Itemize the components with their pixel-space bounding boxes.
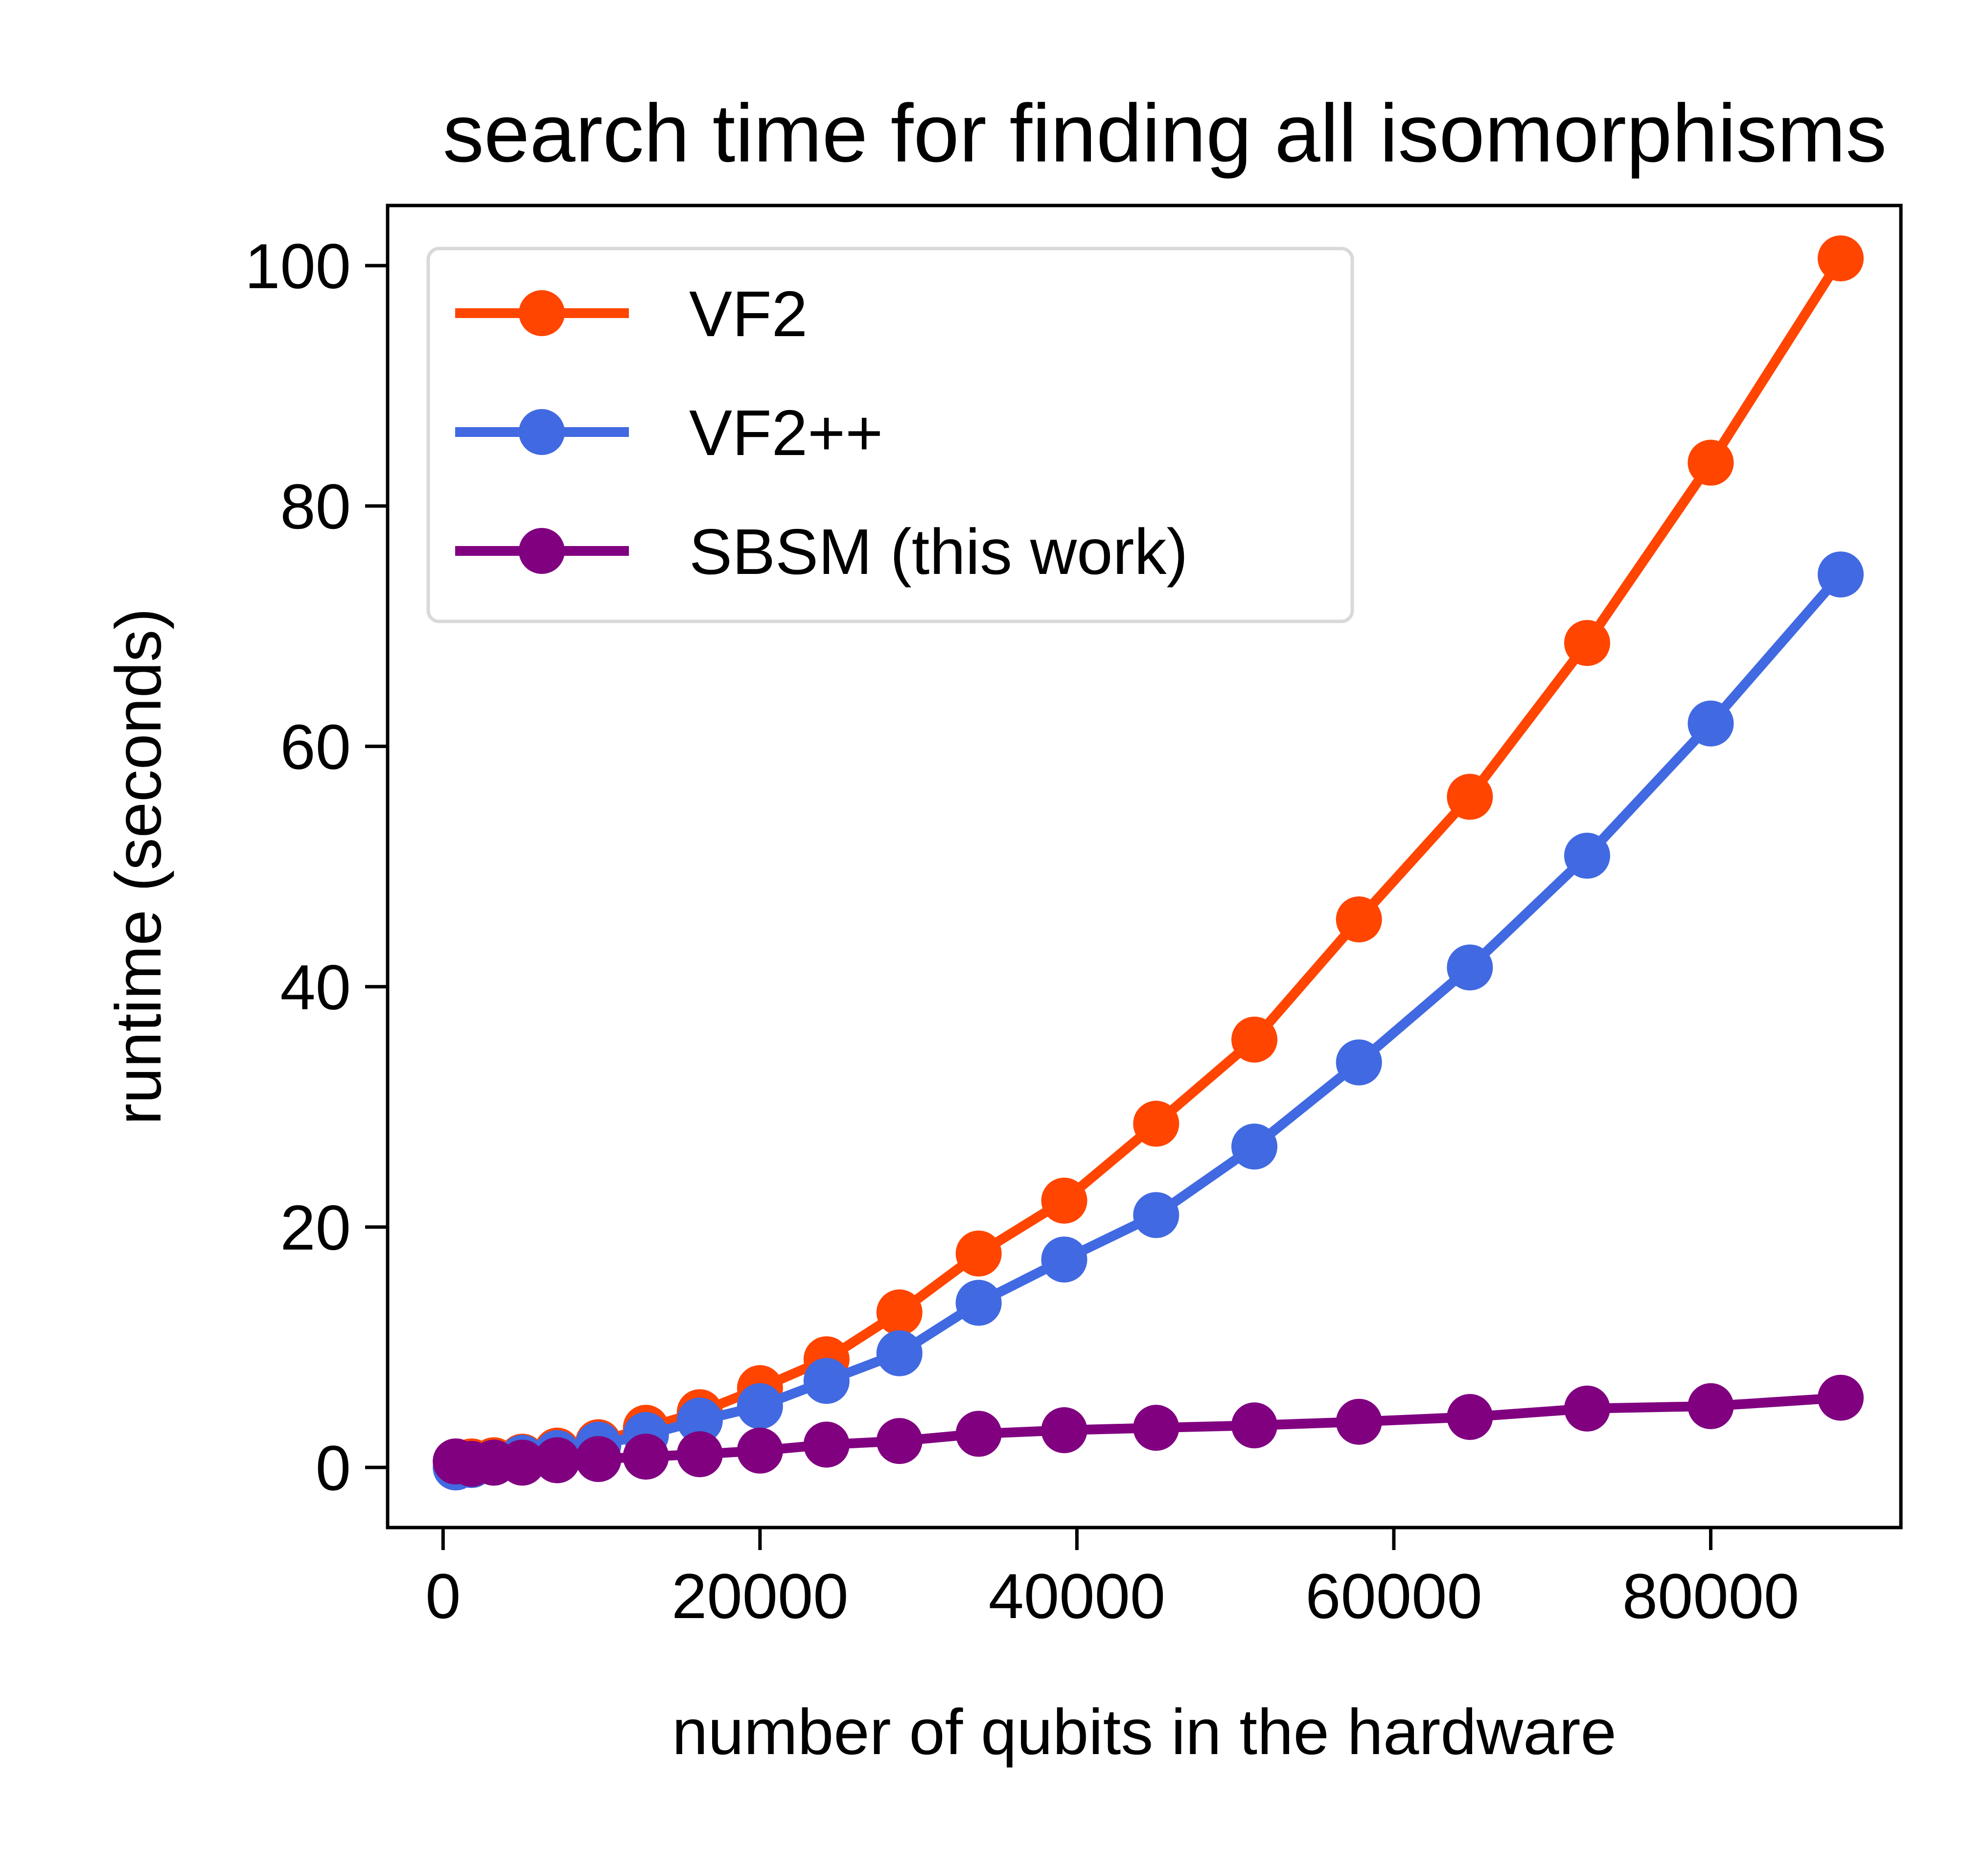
series-layer <box>433 235 1864 1491</box>
data-point <box>1336 896 1382 943</box>
data-point <box>1133 1100 1179 1147</box>
data-point <box>1336 1398 1382 1445</box>
data-point <box>1447 1394 1493 1440</box>
legend-label: SBSM (this work) <box>689 516 1188 588</box>
legend-swatch-marker <box>519 409 565 455</box>
data-point <box>1687 439 1734 486</box>
data-point <box>1041 1177 1087 1224</box>
legend-box <box>426 247 1354 623</box>
data-point <box>803 1358 850 1404</box>
data-point <box>1817 1374 1864 1421</box>
legend-swatch-marker <box>519 528 565 574</box>
x-tick-label: 60000 <box>1305 1560 1482 1632</box>
data-point <box>1564 620 1610 666</box>
plot-frame <box>386 204 1903 1529</box>
data-point <box>876 1418 923 1464</box>
data-point <box>1447 944 1493 991</box>
y-tick-label: 100 <box>245 230 351 302</box>
data-point <box>803 1421 850 1468</box>
data-point <box>737 1427 783 1474</box>
data-point <box>1133 1405 1179 1451</box>
data-point <box>676 1397 723 1444</box>
data-point <box>1687 1383 1734 1429</box>
series-2 <box>433 1374 1864 1487</box>
legend-swatch-marker <box>519 290 565 336</box>
x-axis-label: number of qubits in the hardware <box>672 1696 1617 1768</box>
y-tick-label: 60 <box>280 711 351 782</box>
data-point <box>676 1431 723 1478</box>
data-point <box>499 1439 546 1486</box>
x-tick-label: 40000 <box>989 1560 1166 1632</box>
x-tick-label: 80000 <box>1622 1560 1800 1632</box>
data-point <box>534 1437 580 1484</box>
y-tick-label: 80 <box>280 471 351 542</box>
data-point <box>955 1230 1002 1277</box>
data-point <box>1564 832 1610 879</box>
data-point <box>623 1434 669 1480</box>
legend-entry: VF2++ <box>455 397 883 469</box>
data-point <box>1041 1236 1087 1283</box>
x-tick-label: 0 <box>425 1560 461 1632</box>
data-point <box>1564 1385 1610 1432</box>
y-axis: 0 20 40 60 80 100 <box>245 230 388 1504</box>
data-point <box>1041 1407 1087 1454</box>
data-point <box>1231 1402 1278 1449</box>
data-point <box>1231 1123 1278 1170</box>
y-tick-label: 20 <box>280 1192 351 1263</box>
data-point <box>876 1289 923 1336</box>
x-tick-label: 20000 <box>671 1560 849 1632</box>
data-point <box>1133 1192 1179 1238</box>
y-tick-label: 0 <box>316 1432 351 1504</box>
y-axis-label: runtime (seconds) <box>102 608 174 1125</box>
data-point <box>1336 1039 1382 1086</box>
legend-label: VF2++ <box>689 397 883 469</box>
x-axis: 0 20000 40000 60000 80000 <box>425 1528 1799 1632</box>
data-point <box>1687 700 1734 747</box>
chart-title: search time for finding all isomorphisms <box>443 87 1887 179</box>
data-point <box>1817 551 1864 598</box>
data-point <box>955 1279 1002 1326</box>
data-point <box>1231 1016 1278 1063</box>
data-point <box>955 1411 1002 1457</box>
data-point <box>1447 774 1493 820</box>
legend-entry: SBSM (this work) <box>455 516 1188 588</box>
y-tick-label: 40 <box>280 952 351 1023</box>
data-point <box>575 1436 622 1482</box>
legend-label: VF2 <box>689 278 808 350</box>
data-point <box>737 1383 783 1429</box>
legend-entry: VF2 <box>455 278 808 350</box>
legend: VF2 VF2++ SBSM (this work) <box>426 247 1354 623</box>
data-point <box>1817 235 1864 282</box>
data-point <box>876 1330 923 1376</box>
